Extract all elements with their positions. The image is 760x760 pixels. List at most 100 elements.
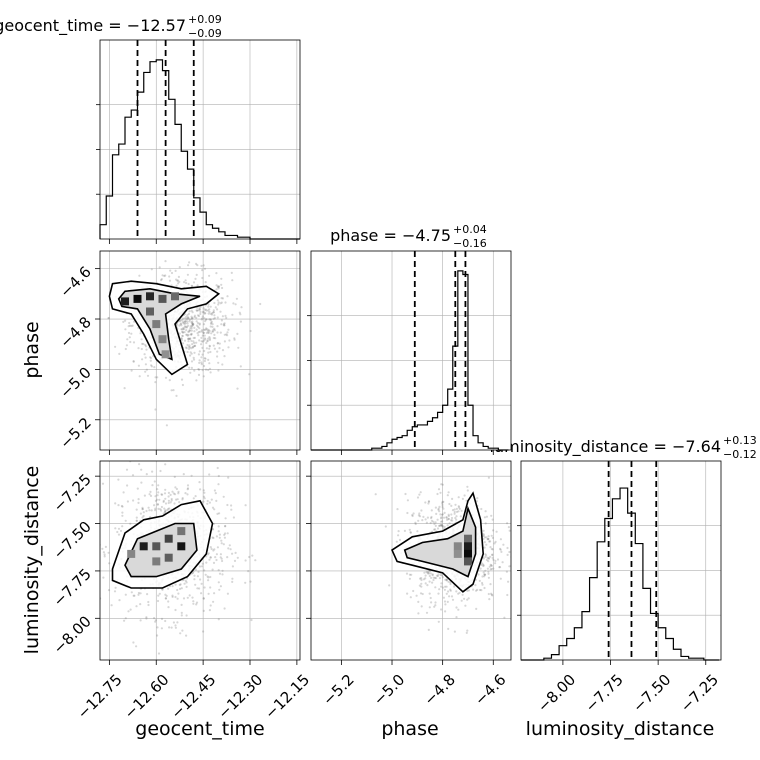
scatter-point xyxy=(213,347,216,350)
scatter-point xyxy=(218,536,221,539)
scatter-point xyxy=(168,279,172,282)
scatter-point xyxy=(206,340,209,343)
scatter-point xyxy=(203,317,206,320)
scatter-point xyxy=(164,260,167,263)
scatter-point xyxy=(427,500,431,503)
scatter-point xyxy=(212,549,215,552)
scatter-point xyxy=(189,337,192,340)
scatter-point xyxy=(191,571,195,575)
scatter-point xyxy=(161,493,164,496)
scatter-point xyxy=(213,329,216,332)
scatter-point xyxy=(218,572,222,575)
scatter-point xyxy=(198,361,201,364)
scatter-point xyxy=(493,542,496,545)
scatter-point xyxy=(107,317,110,320)
scatter-point xyxy=(149,359,152,362)
scatter-point xyxy=(176,597,179,600)
scatter-point xyxy=(195,603,198,606)
scatter-point xyxy=(149,357,153,360)
scatter-point xyxy=(506,522,509,525)
density-cell xyxy=(121,297,129,306)
density-cell xyxy=(177,542,186,551)
scatter-point xyxy=(501,561,504,564)
scatter-point xyxy=(189,354,192,357)
scatter-point xyxy=(489,540,492,543)
scatter-point xyxy=(434,586,437,589)
scatter-point xyxy=(208,558,211,561)
scatter-point xyxy=(206,339,209,342)
scatter-point xyxy=(218,588,221,591)
scatter-point xyxy=(205,561,208,564)
scatter-point xyxy=(481,563,484,566)
scatter-point xyxy=(432,520,435,524)
scatter-point xyxy=(204,308,207,311)
scatter-point xyxy=(168,626,171,629)
scatter-point xyxy=(129,522,132,525)
scatter-point xyxy=(208,362,211,365)
panel-frame xyxy=(99,460,301,661)
scatter-point xyxy=(499,547,502,551)
scatter-point xyxy=(482,529,485,532)
scatter-point xyxy=(209,350,212,354)
scatter-point xyxy=(190,325,193,328)
contour-inner xyxy=(403,505,477,578)
scatter-point xyxy=(195,379,198,382)
scatter-point xyxy=(179,320,182,323)
scatter-point xyxy=(124,617,127,620)
scatter-point xyxy=(483,573,486,576)
scatter-point xyxy=(434,528,437,531)
scatter-point xyxy=(193,336,196,339)
scatter-point xyxy=(439,491,442,494)
density-cell xyxy=(177,527,186,536)
scatter-point xyxy=(437,508,440,511)
scatter-point xyxy=(211,330,214,333)
scatter-point xyxy=(126,484,129,487)
scatter-point xyxy=(238,311,241,314)
density-cell xyxy=(127,549,136,558)
scatter-point xyxy=(490,593,493,596)
scatter-point xyxy=(244,581,247,584)
scatter-point xyxy=(217,303,220,306)
scatter-point xyxy=(430,515,433,519)
scatter-point xyxy=(225,316,228,319)
x-tick-label: −12.60 xyxy=(121,671,173,723)
scatter-point xyxy=(181,342,185,345)
scatter-point xyxy=(467,589,471,592)
scatter-point xyxy=(505,570,508,573)
scatter-point xyxy=(449,588,452,591)
scatter-point xyxy=(200,361,203,364)
scatter-point xyxy=(132,641,135,644)
scatter-point xyxy=(77,597,79,599)
scatter-point xyxy=(476,497,479,500)
scatter-point xyxy=(204,318,208,321)
scatter-point xyxy=(114,502,117,505)
scatter-point xyxy=(211,312,214,315)
scatter-point xyxy=(492,567,495,570)
scatter-point xyxy=(172,492,175,495)
scatter-point xyxy=(494,562,497,565)
scatter-point xyxy=(121,511,124,514)
scatter-point xyxy=(170,497,173,501)
scatter-point xyxy=(194,583,197,586)
scatter-point xyxy=(184,492,187,495)
scatter-point xyxy=(218,347,221,350)
scatter-point xyxy=(467,597,470,600)
scatter-point xyxy=(453,585,456,588)
scatter-point xyxy=(215,558,218,562)
title-luminosity-distance: luminosity_distance = −7.64 +0.13 −0.12 xyxy=(490,434,757,461)
scatter-point xyxy=(162,499,165,502)
scatter-point xyxy=(439,524,442,527)
scatter-point xyxy=(491,518,494,521)
scatter-point xyxy=(441,483,444,486)
scatter-point xyxy=(472,588,475,591)
scatter-point xyxy=(192,345,195,348)
scatter-point xyxy=(189,325,192,328)
scatter-point xyxy=(440,520,443,523)
scatter-point xyxy=(174,595,177,599)
scatter-point xyxy=(189,351,192,354)
scatter-point xyxy=(444,578,447,581)
scatter-point xyxy=(164,510,167,513)
scatter-point xyxy=(130,332,133,335)
scatter-point xyxy=(137,593,140,596)
scatter-point xyxy=(192,323,195,326)
